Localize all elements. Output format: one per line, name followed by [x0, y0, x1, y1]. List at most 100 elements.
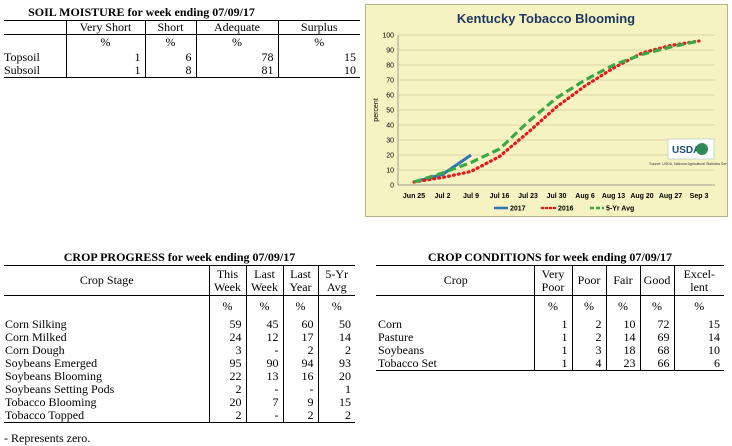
- table-row: Soybeans Setting Pods 2- -1: [4, 382, 355, 396]
- table-cell: 60: [282, 317, 318, 331]
- header-crop: Crop: [376, 265, 534, 296]
- table-row: Soybeans Blooming 22 13 16 20: [4, 369, 355, 383]
- header-line: Year: [289, 279, 312, 294]
- header-line: Last: [290, 266, 311, 281]
- table-row: Corn 1 2 10 72 15: [376, 317, 724, 331]
- header-good: Good: [639, 265, 674, 296]
- unit-cell: %: [277, 34, 360, 51]
- table-cell: 90: [245, 356, 283, 370]
- table-cell: 8: [144, 63, 196, 78]
- unit-cell: %: [317, 295, 355, 318]
- row-label: Soybeans Emerged: [5, 355, 98, 370]
- table-cell: -: [245, 408, 283, 423]
- table-cell: 2: [282, 343, 318, 357]
- y-tick-label: 60: [386, 93, 394, 100]
- table-cell: 72: [639, 317, 674, 331]
- header-line: This: [216, 266, 239, 281]
- table-cell: 24: [208, 330, 246, 344]
- table-cell: 1: [533, 356, 572, 371]
- unit-cell: %: [639, 295, 674, 318]
- table-row: Pasture 1 2 14 69 14: [376, 329, 724, 344]
- table-cell: 13: [245, 369, 283, 383]
- row-label: Soybeans: [378, 342, 424, 357]
- x-tick-label: Jul 9: [463, 193, 479, 200]
- table-cell: 2: [282, 408, 318, 423]
- soil-header-very-short: Very Short: [65, 20, 145, 35]
- crop-progress-table: Crop Stage This Week Last Week Last Year 5-…: [4, 265, 355, 423]
- header-line: Very: [541, 266, 565, 281]
- series-line-5-yr-avg: [413, 39, 700, 184]
- soil-moisture-table: Very Short Short Adequate Surplus % % % …: [4, 20, 360, 78]
- table-cell: 81: [195, 63, 278, 78]
- header-line: Last: [254, 266, 275, 281]
- x-tick-label: Aug 20: [630, 193, 653, 200]
- table-cell: 14: [673, 330, 724, 344]
- table-cell: 45: [245, 317, 283, 331]
- table-cell: -: [245, 343, 283, 357]
- table-cell: 50: [317, 317, 355, 331]
- conditions-unit-row: % % % % %: [376, 295, 724, 318]
- table-cell: 20: [317, 369, 355, 383]
- progress-header-row: Crop Stage This Week Last Week Last Year 5-…: [4, 265, 355, 296]
- unit-cell: %: [144, 34, 196, 51]
- row-label: Subsoil: [4, 63, 66, 78]
- header-line: 5-Yr: [325, 266, 349, 281]
- row-label: Tobacco Blooming: [5, 394, 97, 409]
- x-tick-label: Jul 30: [547, 193, 567, 200]
- table-cell: 2: [317, 408, 355, 423]
- header-this-week: This Week: [208, 265, 246, 296]
- table-row: Topsoil 1 6 78 15: [4, 50, 360, 64]
- x-tick-label: Aug 27: [659, 193, 682, 200]
- soil-header-adequate: Adequate: [195, 20, 278, 35]
- table-cell: 1: [533, 330, 572, 344]
- unit-cell: %: [605, 295, 640, 318]
- unit-cell: %: [533, 295, 572, 318]
- unit-cell: %: [282, 295, 318, 318]
- table-cell: 2: [571, 317, 606, 331]
- table-row: Corn Silking 59 45 60 50: [4, 316, 355, 331]
- x-tick-label: Jun 25: [403, 193, 425, 200]
- soil-moisture-title: SOIL MOISTURE for week ending 07/09/17: [28, 5, 255, 19]
- header-line: Avg: [326, 279, 347, 294]
- table-cell: 69: [639, 330, 674, 344]
- progress-unit-row: % % % %: [4, 295, 355, 318]
- y-tick-label: 100: [382, 33, 394, 40]
- series-line-2016: [412, 39, 701, 184]
- y-tick-label: 90: [386, 48, 394, 55]
- soil-header-short: Short: [144, 20, 196, 35]
- header-line: Week: [250, 279, 279, 294]
- table-cell: 7: [245, 395, 283, 409]
- table-cell: 20: [208, 395, 246, 409]
- soil-header-blank: [4, 20, 66, 35]
- table-cell: 1: [317, 382, 355, 396]
- unit-cell: %: [65, 34, 145, 51]
- table-cell: 14: [605, 330, 640, 344]
- table-cell: 95: [208, 356, 246, 370]
- y-axis-label: percent: [373, 98, 380, 121]
- table-cell: 78: [195, 50, 278, 64]
- chart-title: Kentucky Tobacco Blooming: [457, 11, 635, 26]
- table-cell: -: [282, 382, 318, 396]
- y-tick-label: 30: [386, 138, 394, 145]
- y-tick-label: 80: [386, 63, 394, 70]
- conditions-header-row: Crop Very Poor Poor Fair Good Excel-lent: [376, 265, 724, 296]
- header-excellent: Excel-lent: [673, 265, 724, 296]
- legend-label: 2016: [558, 206, 574, 213]
- legend-label: 5-Yr Avg: [606, 206, 634, 213]
- row-label: Corn Silking: [5, 316, 67, 331]
- table-cell: 16: [282, 369, 318, 383]
- footnote: - Represents zero.: [4, 431, 91, 445]
- unit-cell: [4, 296, 209, 318]
- y-tick-label: 50: [386, 108, 394, 115]
- table-row: Tobacco Blooming 20 7 9 15: [4, 394, 355, 409]
- header-poor: Poor: [571, 265, 606, 296]
- y-tick-label: 10: [386, 168, 394, 175]
- x-tick-label: Aug 13: [602, 193, 625, 200]
- usda-logo-mark: [696, 143, 708, 155]
- y-tick-label: 20: [386, 153, 394, 160]
- table-cell: 10: [277, 63, 360, 78]
- row-label: Pasture: [378, 329, 414, 344]
- table-cell: 1: [65, 50, 145, 64]
- chart-svg: Kentucky Tobacco Blooming 0 10 20 30 40 50 60 70…: [373, 11, 732, 213]
- table-cell: 59: [208, 317, 246, 331]
